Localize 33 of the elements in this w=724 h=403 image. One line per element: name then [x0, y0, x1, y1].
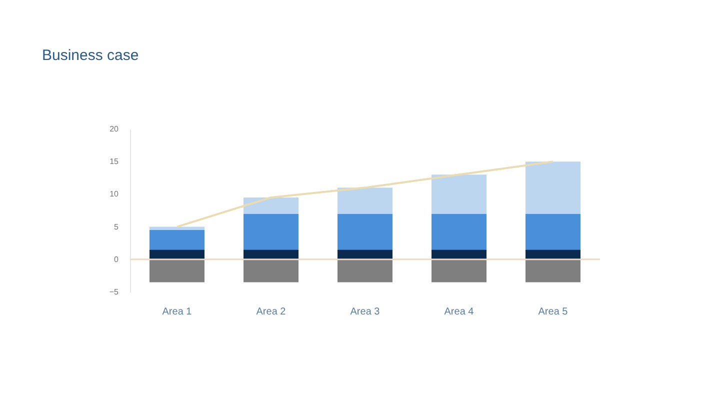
bar [244, 259, 298, 282]
bar [244, 214, 298, 250]
bar [150, 259, 204, 282]
y-tick-label: −5 [109, 288, 120, 296]
bar [150, 230, 204, 250]
bar [150, 226, 204, 230]
chart-title: Business case [42, 47, 139, 64]
bar [432, 250, 486, 260]
bar [338, 188, 392, 214]
x-tick-label: Area 1 [162, 306, 192, 318]
bar [150, 250, 204, 260]
x-tick-label: Area 5 [538, 306, 568, 318]
y-tick-label: 15 [110, 157, 120, 166]
y-tick-label: 20 [110, 124, 120, 134]
x-tick-label: Area 2 [256, 306, 286, 318]
line-series [176, 160, 554, 228]
bar [526, 214, 580, 250]
y-tick-label: 0 [114, 254, 120, 264]
bar [432, 214, 486, 250]
bar [244, 197, 298, 214]
bar [432, 259, 486, 282]
x-tick-label: Area 3 [350, 306, 380, 318]
bar [338, 250, 392, 260]
bar [338, 259, 392, 282]
y-tick-label: 10 [110, 190, 120, 199]
y-tick-label: 5 [114, 222, 120, 232]
bar [338, 214, 392, 250]
bar [526, 162, 580, 214]
bar [244, 250, 298, 260]
bar [432, 174, 486, 214]
bar [526, 259, 580, 282]
bar [526, 250, 580, 260]
x-tick-label: Area 4 [444, 306, 474, 318]
